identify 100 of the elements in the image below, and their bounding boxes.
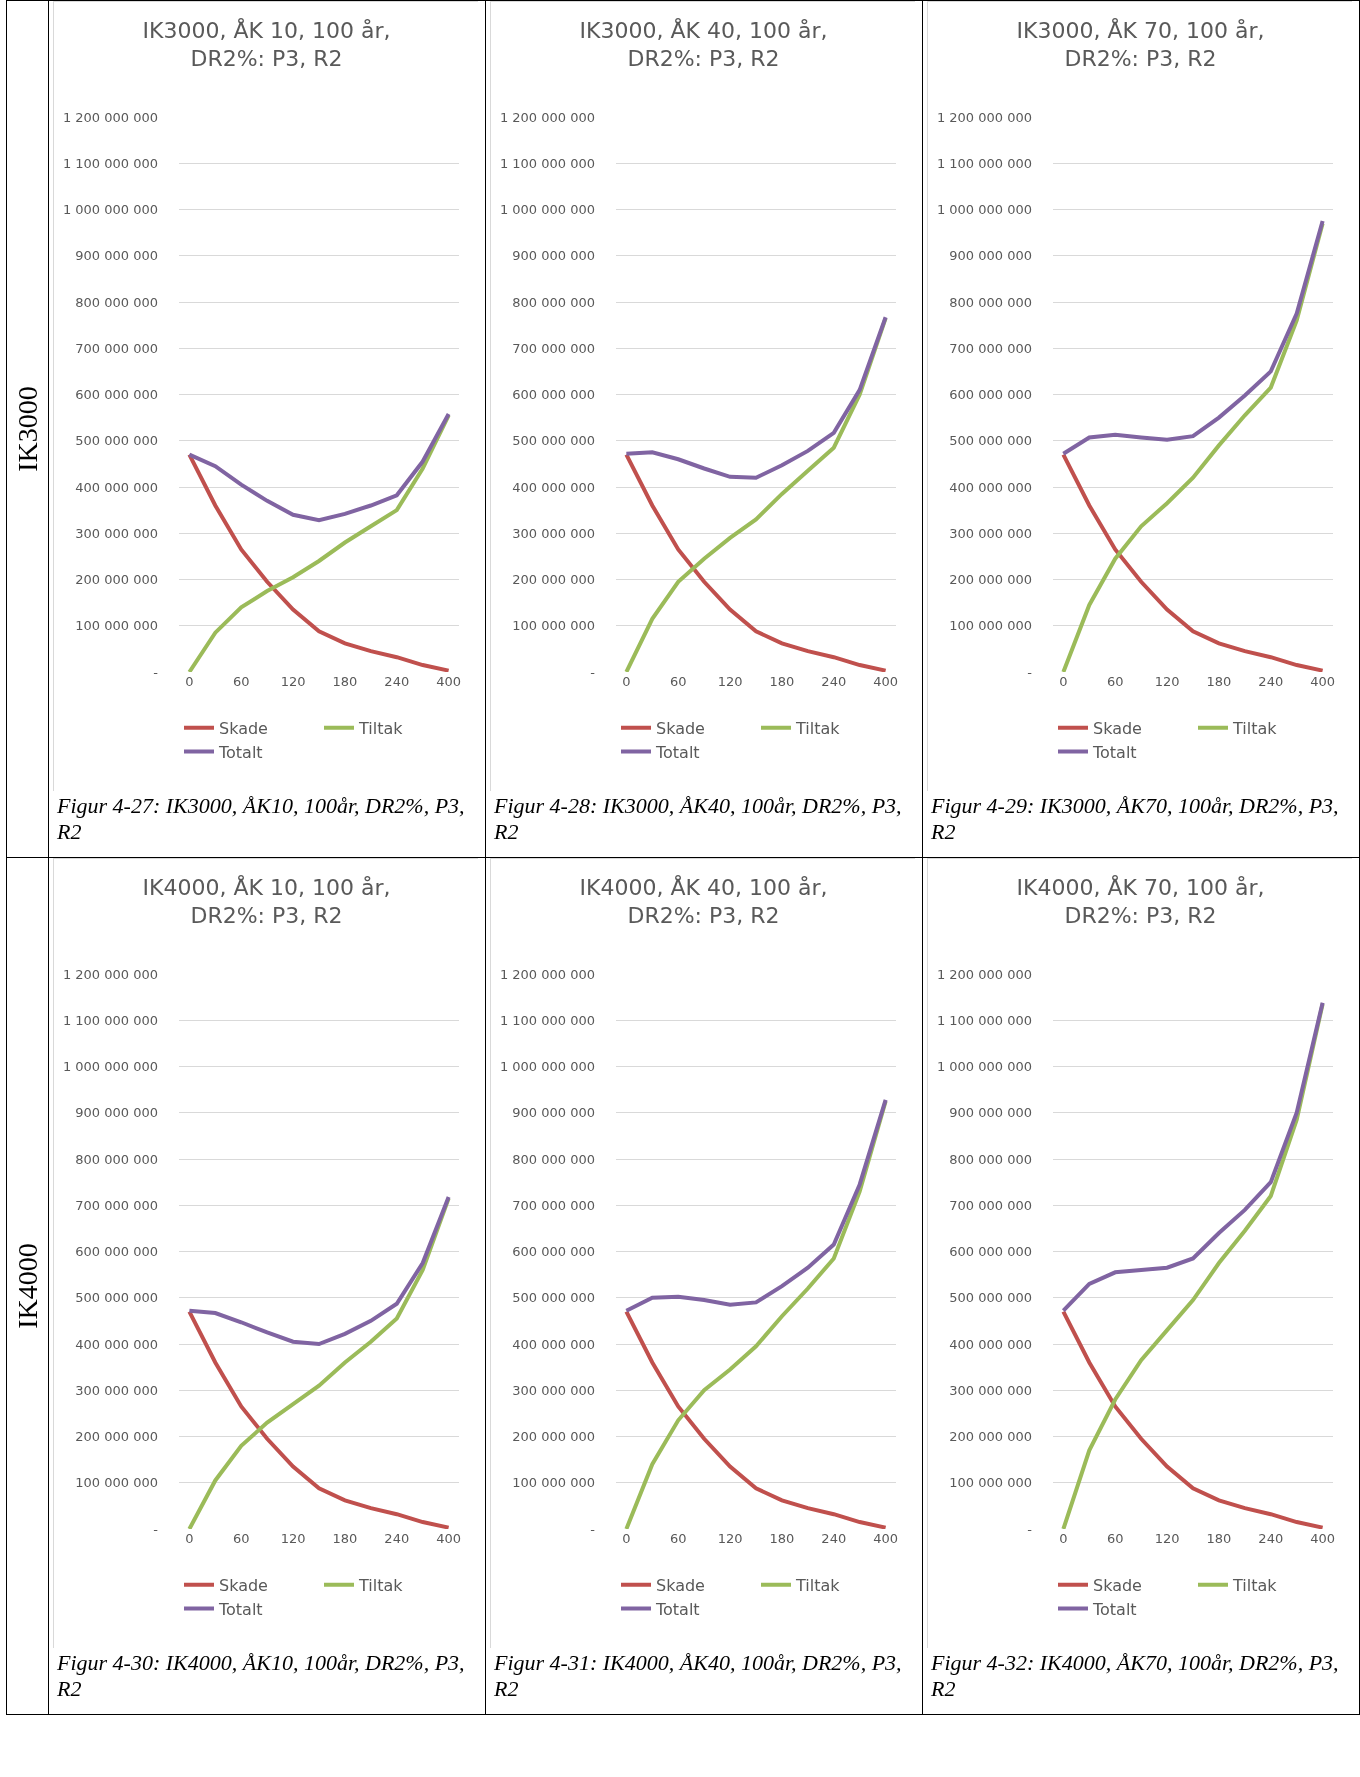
y-tick-label: 800 000 000 (512, 294, 595, 310)
x-tick-label: 60 (1106, 674, 1124, 689)
x-tick-label: 60 (669, 674, 687, 689)
chart-title: IK3000, ÅK 70, 100 år, DR2%: P3, R2 (1016, 16, 1265, 72)
y-tick-label: 700 000 000 (949, 340, 1032, 356)
y-tick-label: 300 000 000 (949, 1382, 1032, 1398)
y-tick-label: 900 000 000 (512, 1105, 595, 1121)
legend-label: Totalt (655, 1599, 700, 1619)
x-tick-label: 120 (280, 1531, 306, 1546)
line-series (187, 452, 451, 672)
x-tick-label: 240 (1258, 1531, 1284, 1546)
x-tick-label: 400 (873, 1531, 899, 1546)
y-tick-label: 700 000 000 (512, 1197, 595, 1213)
y-tick-label: 100 000 000 (75, 618, 158, 634)
x-tick-label: 240 (1258, 674, 1284, 689)
y-tick-label: 900 000 000 (75, 248, 158, 264)
x-tick-label: 400 (436, 1531, 462, 1546)
y-tick-label: 200 000 000 (512, 1429, 595, 1445)
y-tick-label: 300 000 000 (512, 1382, 595, 1398)
x-tick-label: 120 (717, 1531, 743, 1546)
x-tick-label: 120 (1154, 1531, 1180, 1546)
y-tick-label: 1 100 000 000 (62, 155, 158, 171)
y-tick-label: 800 000 000 (512, 1151, 595, 1167)
line-series (624, 1097, 888, 1313)
y-tick-label: 500 000 000 (949, 433, 1032, 449)
y-tick-label: 1 200 000 000 (936, 966, 1032, 982)
y-tick-label: 100 000 000 (949, 1475, 1032, 1491)
legend-label: Totalt (655, 742, 700, 762)
y-tick-label: 1 100 000 000 (936, 155, 1032, 171)
x-tick-label: 0 (622, 1531, 631, 1546)
y-tick-label: 200 000 000 (949, 572, 1032, 588)
x-tick-label: 120 (280, 674, 306, 689)
x-tick-label: 120 (717, 674, 743, 689)
y-tick-label: - (153, 1521, 159, 1537)
y-tick-label: 700 000 000 (949, 1197, 1032, 1213)
y-tick-label: 100 000 000 (949, 618, 1032, 634)
x-tick-label: 180 (1206, 1531, 1232, 1546)
x-tick-label: 60 (1106, 1531, 1124, 1546)
text: IK3000 (11, 386, 44, 472)
x-tick-label: 0 (185, 1531, 194, 1546)
y-tick-label: 700 000 000 (75, 1197, 158, 1213)
y-tick-label: 1 200 000 000 (62, 966, 158, 982)
legend-label: Totalt (1092, 742, 1137, 762)
y-tick-label: 600 000 000 (512, 387, 595, 403)
text: IK4000 (11, 1243, 44, 1329)
x-tick-label: 180 (1206, 674, 1232, 689)
text: Figur 4-31: IK4000, ÅK40, 100år, DR2%, P3, R2 (493, 1649, 903, 1703)
line-series (1061, 1309, 1325, 1529)
y-tick-label: 200 000 000 (949, 1429, 1032, 1445)
y-tick-label: 1 000 000 000 (936, 202, 1032, 218)
y-tick-label: 300 000 000 (512, 525, 595, 541)
y-tick-label: 100 000 000 (75, 1475, 158, 1491)
legend-label: Totalt (1092, 1599, 1137, 1619)
legend-label: Tiltak (1232, 718, 1278, 738)
y-tick-label: 200 000 000 (75, 1429, 158, 1445)
text: Figur 4-32: IK4000, ÅK70, 100år, DR2%, P3, R2 (930, 1649, 1340, 1703)
y-tick-label: 200 000 000 (75, 572, 158, 588)
y-tick-label: 600 000 000 (949, 387, 1032, 403)
x-tick-label: 0 (622, 674, 631, 689)
legend-label: Tiltak (358, 1575, 404, 1595)
y-tick-label: 1 100 000 000 (62, 1012, 158, 1028)
y-tick-label: 800 000 000 (75, 294, 158, 310)
y-tick-label: 500 000 000 (512, 1290, 595, 1306)
x-tick-label: 240 (821, 674, 847, 689)
legend-label: Tiltak (795, 1575, 841, 1595)
line-series (187, 1194, 451, 1346)
legend-label: Skade (656, 1575, 705, 1595)
y-tick-label: - (1027, 1521, 1033, 1537)
y-tick-label: 600 000 000 (949, 1244, 1032, 1260)
legend-label: Skade (1093, 1575, 1142, 1595)
x-tick-label: 180 (769, 1531, 795, 1546)
x-tick-label: 0 (1059, 1531, 1068, 1546)
x-tick-label: 120 (1154, 674, 1180, 689)
chart-title: IK4000, ÅK 40, 100 år, DR2%: P3, R2 (579, 873, 828, 929)
text: Figur 4-28: IK3000, ÅK40, 100år, DR2%, P3, R2 (493, 792, 903, 846)
x-tick-label: 180 (769, 674, 795, 689)
x-tick-label: 60 (232, 1531, 250, 1546)
x-tick-label: 60 (669, 1531, 687, 1546)
y-tick-label: 1 100 000 000 (499, 1012, 595, 1028)
legend-label: Totalt (218, 1599, 263, 1619)
y-tick-label: 700 000 000 (512, 340, 595, 356)
line-series (1061, 452, 1325, 672)
y-tick-label: 500 000 000 (949, 1290, 1032, 1306)
y-tick-label: 900 000 000 (949, 1105, 1032, 1121)
x-tick-label: 240 (384, 674, 410, 689)
chart-title: IK4000, ÅK 70, 100 år, DR2%: P3, R2 (1016, 873, 1265, 929)
y-tick-label: 500 000 000 (512, 433, 595, 449)
y-tick-label: 1 000 000 000 (936, 1059, 1032, 1075)
y-tick-label: 100 000 000 (512, 618, 595, 634)
legend-label: Skade (219, 718, 268, 738)
line-series (624, 1309, 888, 1529)
y-tick-label: 400 000 000 (75, 1336, 158, 1352)
y-tick-label: 400 000 000 (512, 1336, 595, 1352)
chart-title: IK3000, ÅK 40, 100 år, DR2%: P3, R2 (579, 16, 828, 72)
y-tick-label: 400 000 000 (75, 479, 158, 495)
y-tick-label: - (153, 664, 159, 680)
line-series (187, 1309, 451, 1529)
y-tick-label: 800 000 000 (949, 294, 1032, 310)
y-tick-label: 1 200 000 000 (499, 109, 595, 125)
y-tick-label: 600 000 000 (512, 1244, 595, 1260)
